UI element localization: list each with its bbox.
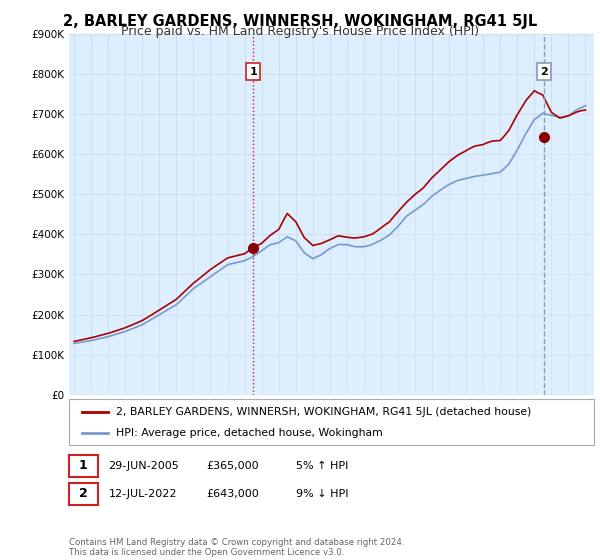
Text: 12-JUL-2022: 12-JUL-2022 [109, 489, 177, 499]
Text: 2, BARLEY GARDENS, WINNERSH, WOKINGHAM, RG41 5JL: 2, BARLEY GARDENS, WINNERSH, WOKINGHAM, … [63, 14, 537, 29]
Text: 5% ↑ HPI: 5% ↑ HPI [296, 461, 348, 471]
Text: 1: 1 [79, 459, 88, 473]
Text: 1: 1 [249, 67, 257, 77]
Text: HPI: Average price, detached house, Wokingham: HPI: Average price, detached house, Woki… [116, 428, 383, 438]
Text: 29-JUN-2005: 29-JUN-2005 [109, 461, 179, 471]
Text: £643,000: £643,000 [206, 489, 259, 499]
Text: 2: 2 [539, 67, 547, 77]
Text: 2, BARLEY GARDENS, WINNERSH, WOKINGHAM, RG41 5JL (detached house): 2, BARLEY GARDENS, WINNERSH, WOKINGHAM, … [116, 407, 532, 417]
Text: 2: 2 [79, 487, 88, 501]
Text: Price paid vs. HM Land Registry's House Price Index (HPI): Price paid vs. HM Land Registry's House … [121, 25, 479, 38]
Text: Contains HM Land Registry data © Crown copyright and database right 2024.
This d: Contains HM Land Registry data © Crown c… [69, 538, 404, 557]
Text: £365,000: £365,000 [206, 461, 259, 471]
Text: 9% ↓ HPI: 9% ↓ HPI [296, 489, 348, 499]
